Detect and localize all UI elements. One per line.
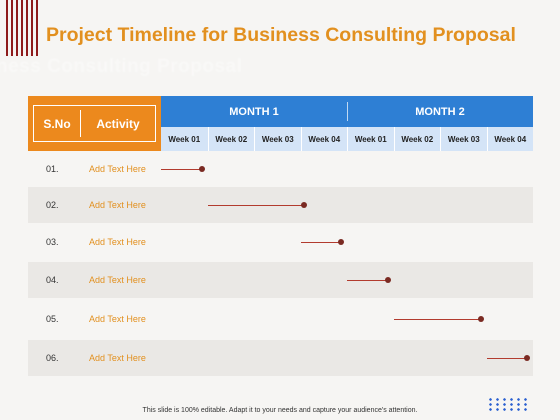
header-left-box: S.No Activity <box>28 96 161 151</box>
month-1-label: MONTH 1 <box>229 105 279 118</box>
timeline-endpoint-dot <box>198 166 205 172</box>
row-number: 04. <box>46 275 59 285</box>
header-divider <box>80 110 81 137</box>
table-row: 05. Add Text Here <box>28 301 533 337</box>
timeline-endpoint-dot <box>524 355 530 361</box>
timeline-endpoint-dot <box>384 277 391 283</box>
table-row: 01. Add Text Here <box>28 151 533 187</box>
slide-title: Project Timeline for Business Consulting… <box>46 24 516 46</box>
activity-text[interactable]: Add Text Here <box>89 275 146 285</box>
timeline-bar <box>347 280 388 281</box>
row-number: 01. <box>46 164 59 174</box>
month-2-label: MONTH 2 <box>415 105 465 118</box>
decorative-dot-grid <box>487 397 531 411</box>
week-header-cell: Week 04 <box>486 127 534 151</box>
timeline-bar <box>300 242 341 243</box>
week-header-cell: Week 01 <box>347 127 394 151</box>
timeline-bar <box>486 358 527 359</box>
activity-text[interactable]: Add Text Here <box>89 314 146 324</box>
week-header-cell: Week 02 <box>393 127 441 151</box>
timeline-bar <box>393 319 481 320</box>
week-header-cell: Week 01 <box>168 134 201 144</box>
activity-text[interactable]: Add Text Here <box>89 237 146 247</box>
decorative-stripes <box>6 0 38 56</box>
week-header-cell: Week 03 <box>254 127 301 151</box>
table-row: 06. Add Text Here <box>28 340 533 376</box>
ghost-title-reflection: ness Consulting Proposal <box>0 56 243 77</box>
month-header-band: MONTH 1 MONTH 2 <box>161 96 533 127</box>
week-header-cell: Week 03 <box>440 127 487 151</box>
table-row: 04. Add Text Here <box>28 262 533 298</box>
table-row: 03. Add Text Here <box>28 224 533 260</box>
timeline-bar <box>161 169 202 170</box>
header-left-frame: S.No Activity <box>33 105 156 142</box>
activity-text[interactable]: Add Text Here <box>89 200 146 210</box>
week-header-band: Week 01 Week 02 Week 03 Week 04 Week 01 … <box>161 127 533 151</box>
table-row: 02. Add Text Here <box>28 187 533 223</box>
row-number: 02. <box>46 200 59 210</box>
timeline-endpoint-dot <box>300 202 307 208</box>
row-number: 05. <box>46 314 59 324</box>
footer-note: This slide is 100% editable. Adapt it to… <box>142 407 418 414</box>
activity-text[interactable]: Add Text Here <box>89 353 146 363</box>
sno-header: S.No <box>43 116 71 131</box>
row-number: 06. <box>46 353 59 363</box>
activity-text[interactable]: Add Text Here <box>89 164 146 174</box>
activity-header: Activity <box>96 116 140 131</box>
week-header-cell: Week 02 <box>207 127 255 151</box>
timeline-endpoint-dot <box>338 239 344 245</box>
timeline-bar <box>207 205 304 206</box>
timeline-endpoint-dot <box>477 316 484 322</box>
row-number: 03. <box>46 237 59 247</box>
week-header-cell: Week 04 <box>300 127 348 151</box>
month-divider <box>347 102 348 121</box>
